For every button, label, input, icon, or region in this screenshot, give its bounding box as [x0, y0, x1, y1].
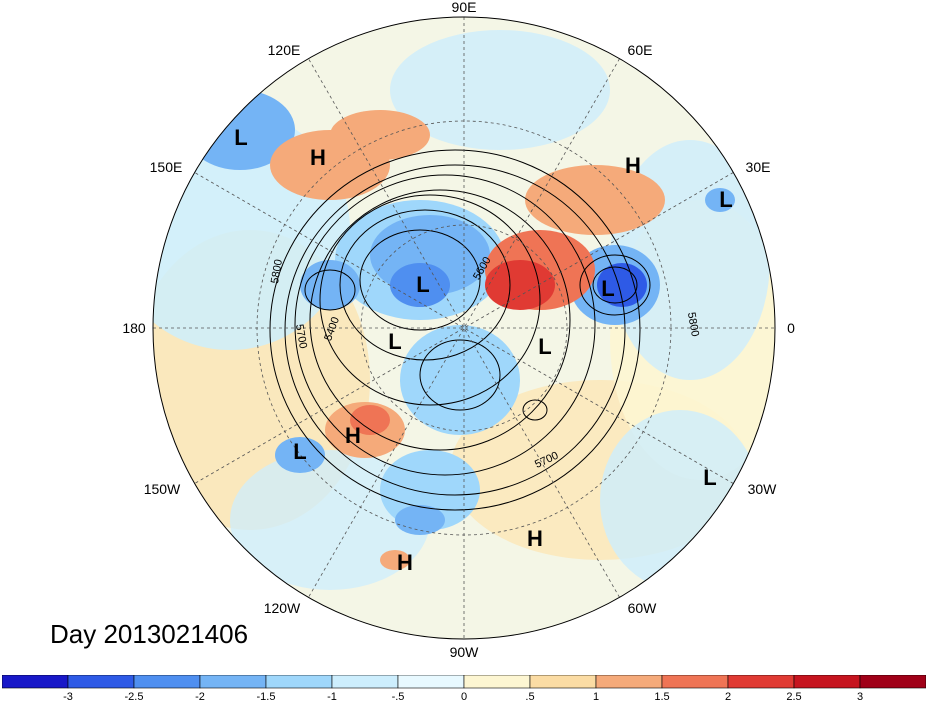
colorbar: -3 -2.5 -2 -1.5 -1 -.5 0 .5 1 1.5 2 2.5 3 [2, 675, 926, 702]
colorbar-swatch [463, 675, 531, 689]
pressure-low-marker: L [538, 334, 551, 359]
colorbar-swatch [397, 675, 465, 689]
lon-label-60e: 60E [628, 42, 653, 58]
colorbar-swatch [727, 675, 795, 689]
colorbar-tick-label: .5 [525, 691, 534, 702]
contour-label: 5700 [293, 323, 309, 349]
anomaly-field [153, 30, 775, 590]
pressure-low-marker: L [416, 272, 429, 297]
pressure-low-marker: L [719, 187, 732, 212]
colorbar-tick-label: -.5 [392, 691, 405, 702]
lon-label-30w: 30W [748, 481, 778, 497]
height-contours [269, 149, 651, 511]
lon-label-150w: 150W [144, 481, 181, 497]
pressure-high-marker: H [397, 550, 413, 575]
pressure-low-marker: L [293, 439, 306, 464]
colorbar-tick-label: 1.5 [654, 691, 669, 702]
pressure-high-marker: H [310, 145, 326, 170]
pressure-high-marker: H [527, 526, 543, 551]
colorbar-tick-label: 3 [857, 691, 863, 702]
colorbar-tick-label: -3 [63, 691, 73, 702]
colorbar-swatch [661, 675, 729, 689]
colorbar-swatch [859, 675, 926, 689]
pressure-low-marker: L [703, 465, 716, 490]
pressure-low-marker: L [388, 329, 401, 354]
pressure-low-marker: L [234, 125, 247, 150]
lon-label-120w: 120W [264, 600, 301, 616]
lon-label-90e: 90E [452, 0, 477, 15]
graticule [153, 17, 775, 639]
contour-label: 5800 [269, 258, 285, 284]
lon-label-30e: 30E [746, 159, 771, 175]
colorbar-tick-label: 2.5 [786, 691, 801, 702]
colorbar-swatch [133, 675, 201, 689]
polar-map: 90E 60E 30E 0 30W 60W 90W 120W 150W 180 … [122, 0, 795, 660]
pressure-high-marker: H [345, 423, 361, 448]
lon-label-0: 0 [787, 320, 795, 336]
colorbar-swatch [2, 675, 69, 689]
colorbar-swatch [199, 675, 267, 689]
contour-label: 5800 [685, 311, 701, 337]
lon-label-60w: 60W [628, 600, 658, 616]
colorbar-swatch [331, 675, 399, 689]
lon-label-90w: 90W [450, 644, 480, 660]
colorbar-swatch [67, 675, 135, 689]
plot-title: Day 2013021406 [50, 619, 249, 649]
colorbar-swatch [793, 675, 861, 689]
pressure-low-marker: L [601, 276, 614, 301]
lon-label-120e: 120E [268, 42, 301, 58]
colorbar-tick-label: -1.5 [257, 691, 276, 702]
colorbar-tick-label: -1 [327, 691, 337, 702]
lon-label-150e: 150E [150, 159, 183, 175]
pressure-high-marker: H [625, 153, 641, 178]
colorbar-tick-label: 0 [461, 691, 467, 702]
colorbar-tick-label: -2.5 [125, 691, 144, 702]
colorbar-swatch [265, 675, 333, 689]
colorbar-tick-label: -2 [195, 691, 205, 702]
lon-label-180: 180 [122, 320, 146, 336]
colorbar-tick-label: 2 [725, 691, 731, 702]
colorbar-swatch [595, 675, 663, 689]
map-border [152, 16, 776, 640]
colorbar-swatch [529, 675, 597, 689]
colorbar-tick-label: 1 [593, 691, 599, 702]
